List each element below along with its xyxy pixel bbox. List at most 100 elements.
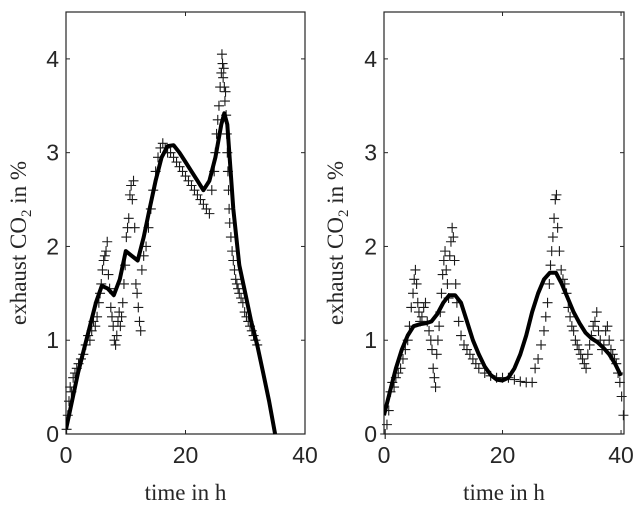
data-point bbox=[614, 377, 625, 388]
y-axis-label-main: exhaust CO bbox=[6, 217, 31, 325]
y-axis-label-subscript: 2 bbox=[336, 210, 352, 218]
data-point bbox=[441, 264, 452, 275]
data-point bbox=[540, 311, 551, 322]
data-point bbox=[444, 250, 455, 261]
data-point bbox=[97, 264, 108, 275]
data-point bbox=[228, 255, 239, 266]
data-point bbox=[544, 278, 555, 289]
data-point bbox=[217, 58, 228, 69]
data-point bbox=[431, 349, 442, 360]
data-point bbox=[132, 288, 143, 299]
data-point bbox=[408, 288, 419, 299]
data-point bbox=[550, 194, 561, 205]
data-point bbox=[429, 372, 440, 383]
data-point bbox=[204, 208, 215, 219]
data-point bbox=[515, 376, 526, 387]
data-point bbox=[213, 100, 224, 111]
data-point bbox=[445, 236, 456, 247]
data-point bbox=[589, 316, 600, 327]
data-point bbox=[133, 302, 144, 313]
data-point bbox=[116, 311, 127, 322]
y-axis-label-unit: in % bbox=[323, 161, 348, 210]
data-point bbox=[231, 278, 242, 289]
measured-markers bbox=[380, 189, 629, 439]
x-tick-label: 40 bbox=[608, 442, 634, 468]
data-point bbox=[135, 325, 146, 336]
data-point bbox=[449, 255, 460, 266]
y-tick-label: 1 bbox=[46, 327, 59, 353]
y-axis-label-subscript: 2 bbox=[19, 210, 35, 218]
x-tick-label: 20 bbox=[490, 442, 516, 468]
data-point bbox=[98, 255, 109, 266]
data-point bbox=[117, 297, 128, 308]
data-point bbox=[536, 339, 547, 350]
data-point bbox=[230, 274, 241, 285]
data-point bbox=[225, 232, 236, 243]
data-point bbox=[381, 419, 392, 430]
data-point bbox=[600, 325, 611, 336]
model-fit-line bbox=[66, 111, 278, 435]
data-point bbox=[121, 232, 132, 243]
data-point bbox=[420, 297, 431, 308]
data-point bbox=[128, 175, 139, 186]
data-point bbox=[114, 307, 125, 318]
data-point bbox=[410, 264, 421, 275]
data-point bbox=[219, 82, 230, 93]
data-point bbox=[418, 302, 429, 313]
data-point bbox=[591, 307, 602, 318]
data-point bbox=[134, 316, 145, 327]
data-point bbox=[129, 222, 140, 233]
y-tick-label: 0 bbox=[46, 421, 59, 447]
data-point bbox=[547, 232, 558, 243]
data-point bbox=[570, 335, 581, 346]
data-point bbox=[579, 358, 590, 369]
data-point bbox=[566, 321, 577, 332]
y-tick-label: 1 bbox=[364, 327, 377, 353]
y-tick-label: 2 bbox=[46, 233, 59, 259]
data-point bbox=[440, 246, 451, 257]
data-point bbox=[438, 255, 449, 266]
data-point bbox=[432, 335, 443, 346]
data-point bbox=[428, 363, 439, 374]
data-point bbox=[551, 189, 562, 200]
data-point bbox=[448, 232, 459, 243]
data-point bbox=[588, 321, 599, 332]
y-axis-label-unit: in % bbox=[6, 161, 31, 210]
x-axis-label: time in h bbox=[463, 480, 545, 505]
data-point bbox=[430, 382, 441, 393]
data-point bbox=[406, 302, 417, 313]
data-point bbox=[136, 264, 147, 275]
data-point bbox=[581, 363, 592, 374]
data-point bbox=[127, 194, 138, 205]
x-tick-label: 40 bbox=[292, 442, 318, 468]
data-point bbox=[218, 72, 229, 83]
data-point bbox=[424, 325, 435, 336]
data-point bbox=[549, 213, 560, 224]
data-point bbox=[545, 260, 556, 271]
data-point bbox=[565, 311, 576, 322]
data-point bbox=[539, 325, 549, 336]
y-tick-label: 0 bbox=[364, 421, 377, 447]
x-tick-label: 0 bbox=[60, 442, 73, 468]
data-point bbox=[509, 374, 520, 385]
data-point bbox=[434, 321, 445, 332]
data-point bbox=[103, 269, 114, 280]
data-point bbox=[124, 189, 135, 200]
data-point bbox=[110, 339, 121, 350]
data-point bbox=[107, 311, 118, 322]
data-point bbox=[102, 236, 113, 247]
data-point bbox=[602, 321, 613, 332]
measured-markers bbox=[61, 49, 263, 435]
data-point bbox=[380, 429, 391, 439]
data-point bbox=[572, 339, 583, 350]
data-point bbox=[118, 278, 129, 289]
data-point bbox=[530, 363, 541, 374]
data-point bbox=[604, 335, 615, 346]
data-point bbox=[101, 246, 112, 257]
data-point bbox=[227, 246, 238, 257]
y-axis-label-main: exhaust CO bbox=[323, 217, 348, 325]
data-point bbox=[111, 330, 122, 341]
x-axis-label: time in h bbox=[145, 480, 227, 505]
